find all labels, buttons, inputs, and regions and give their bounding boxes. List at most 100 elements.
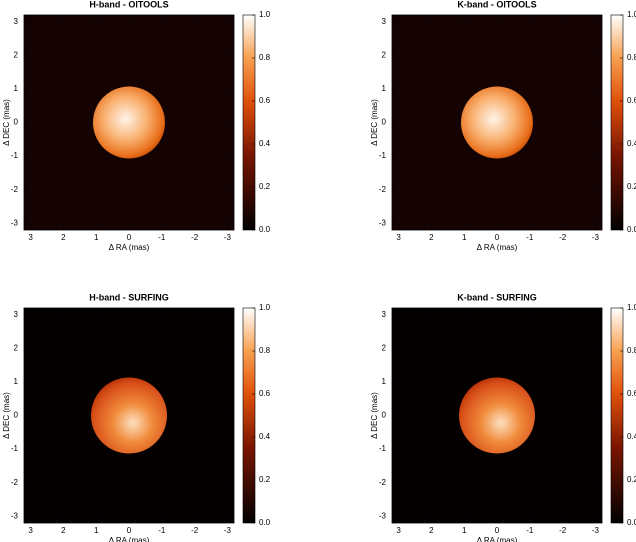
colorbar-tick-label: 0.2 [627, 475, 636, 484]
y-axis-label: Δ DEC (mas) [370, 392, 379, 439]
y-tick-label: 1 [382, 377, 387, 386]
y-tick-label: 2 [14, 343, 19, 352]
x-tick-label: -2 [191, 233, 199, 242]
y-tick-label: -1 [379, 151, 387, 160]
stellar-disk [93, 86, 165, 159]
colorbar-tick-label: 0.0 [627, 225, 636, 234]
y-tick-label: 3 [14, 17, 19, 26]
x-axis-label: Δ RA (mas) [109, 243, 150, 252]
x-tick-label: 2 [61, 233, 66, 242]
y-tick-label: 3 [14, 310, 19, 319]
colorbar-tick-label: 0.0 [259, 225, 271, 234]
y-tick-label: -1 [11, 151, 19, 160]
chart-title: H-band - OITOOLS [89, 0, 168, 9]
x-tick-label: 2 [429, 526, 434, 535]
x-tick-label: 1 [94, 526, 99, 535]
colorbar-tick-label: 0.8 [627, 53, 636, 62]
x-axis-label: Δ RA (mas) [109, 536, 150, 542]
chart-title: K-band - SURFING [457, 292, 537, 302]
x-tick-label: 3 [396, 526, 401, 535]
colorbar [610, 14, 624, 231]
colorbar-tick-label: 0.0 [627, 518, 636, 527]
x-tick-label: 3 [28, 233, 33, 242]
x-tick-label: 2 [61, 526, 66, 535]
y-tick-label: -2 [379, 478, 387, 487]
colorbar-tick-label: 0.8 [627, 346, 636, 355]
y-tick-label: -2 [11, 185, 19, 194]
y-tick-label: -2 [11, 478, 19, 487]
colorbar-tick-label: 1.0 [627, 10, 636, 19]
y-tick-label: 2 [382, 343, 387, 352]
colorbar [610, 307, 624, 524]
colorbar-tick-label: 0.4 [259, 432, 271, 441]
y-axis-label: Δ DEC (mas) [2, 99, 11, 146]
colorbar-tick-label: 1.0 [627, 303, 636, 312]
colorbar-tick-label: 0.8 [259, 53, 271, 62]
y-tick-label: -3 [11, 511, 19, 520]
colorbar [242, 307, 256, 524]
colorbar-tick-label: 0.0 [259, 518, 271, 527]
colorbar-tick-label: 1.0 [259, 10, 271, 19]
y-tick-label: 0 [382, 411, 387, 420]
x-tick-label: -1 [526, 526, 534, 535]
y-tick-label: -1 [379, 444, 387, 453]
x-axis-label: Δ RA (mas) [477, 243, 518, 252]
x-tick-label: -3 [224, 526, 232, 535]
stellar-disk [91, 377, 167, 454]
y-tick-label: 0 [14, 118, 19, 127]
chart-title: H-band - SURFING [89, 292, 169, 302]
x-tick-label: 3 [396, 233, 401, 242]
x-tick-label: 1 [94, 233, 99, 242]
colorbar-tick-label: 0.4 [259, 139, 271, 148]
x-tick-label: -1 [158, 526, 166, 535]
colorbar-tick-label: 0.4 [627, 139, 636, 148]
y-tick-label: 0 [14, 411, 19, 420]
stellar-disk [461, 86, 533, 159]
stellar-disk [459, 377, 535, 454]
x-tick-label: -3 [224, 233, 232, 242]
x-axis-label: Δ RA (mas) [477, 536, 518, 542]
colorbar-tick-label: 1.0 [259, 303, 271, 312]
y-tick-label: -3 [379, 511, 387, 520]
x-tick-label: -2 [191, 526, 199, 535]
colorbar-tick-label: 0.6 [259, 389, 271, 398]
y-tick-label: -3 [11, 218, 19, 227]
x-tick-label: 2 [429, 233, 434, 242]
colorbar-tick-label: 0.2 [259, 475, 271, 484]
chart-title: K-band - OITOOLS [457, 0, 536, 9]
y-tick-label: 2 [14, 50, 19, 59]
x-tick-label: 1 [462, 526, 467, 535]
y-tick-label: 1 [382, 84, 387, 93]
x-tick-label: 0 [495, 233, 500, 242]
colorbar [242, 14, 256, 231]
x-tick-label: -1 [158, 233, 166, 242]
x-tick-label: 0 [495, 526, 500, 535]
colorbar-tick-label: 0.6 [259, 96, 271, 105]
y-tick-label: 0 [382, 118, 387, 127]
x-tick-label: -2 [559, 233, 567, 242]
y-axis-label: Δ DEC (mas) [370, 99, 379, 146]
x-tick-label: 3 [28, 526, 33, 535]
y-tick-label: 2 [382, 50, 387, 59]
colorbar-tick-label: 0.4 [627, 432, 636, 441]
x-tick-label: -2 [559, 526, 567, 535]
x-tick-label: -3 [592, 233, 600, 242]
y-tick-label: -1 [11, 444, 19, 453]
x-tick-label: -1 [526, 233, 534, 242]
x-tick-label: 0 [127, 233, 132, 242]
y-tick-label: -2 [379, 185, 387, 194]
x-tick-label: -3 [592, 526, 600, 535]
y-tick-label: 1 [14, 84, 19, 93]
x-tick-label: 0 [127, 526, 132, 535]
y-tick-label: 3 [382, 17, 387, 26]
colorbar-tick-label: 0.8 [259, 346, 271, 355]
colorbar-tick-label: 0.2 [627, 182, 636, 191]
y-tick-label: -3 [379, 218, 387, 227]
x-tick-label: 1 [462, 233, 467, 242]
y-axis-label: Δ DEC (mas) [2, 392, 11, 439]
colorbar-tick-label: 0.6 [627, 96, 636, 105]
colorbar-tick-label: 0.6 [627, 389, 636, 398]
y-tick-label: 3 [382, 310, 387, 319]
colorbar-tick-label: 0.2 [259, 182, 271, 191]
